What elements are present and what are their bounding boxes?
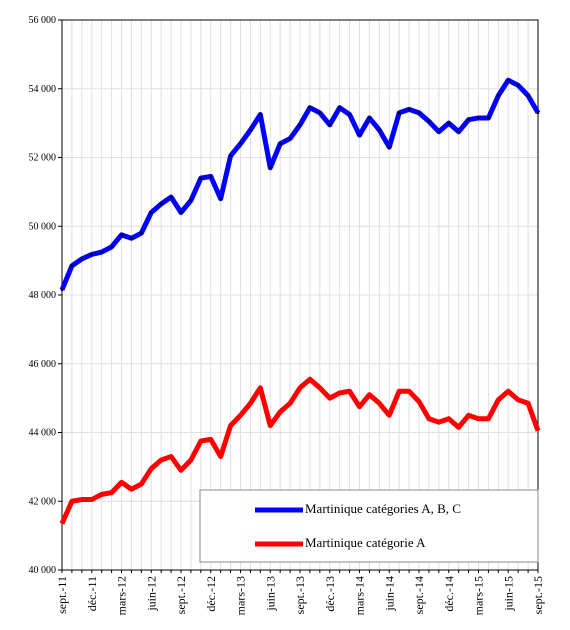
marker xyxy=(526,94,530,97)
x-tick-label: sept.-14 xyxy=(412,576,426,614)
y-tick-label: 40 000 xyxy=(29,565,57,576)
marker xyxy=(378,128,381,132)
legend-label: Martinique catégories A, B, C xyxy=(305,501,461,516)
marker xyxy=(437,130,441,134)
marker xyxy=(308,106,312,109)
marker xyxy=(348,113,351,116)
marker xyxy=(368,116,371,120)
marker xyxy=(239,142,242,146)
marker xyxy=(288,137,292,140)
marker xyxy=(328,123,332,127)
marker xyxy=(467,118,470,121)
marker xyxy=(407,108,411,111)
x-tick-label: mars-15 xyxy=(472,576,486,615)
x-tick-label: sept.-11 xyxy=(55,576,69,614)
marker xyxy=(358,133,361,137)
marker xyxy=(110,245,113,249)
marker xyxy=(427,120,431,123)
x-tick-label: déc.-14 xyxy=(442,576,456,612)
marker xyxy=(100,250,103,254)
marker xyxy=(249,128,252,132)
x-tick-label: mars-13 xyxy=(234,576,248,615)
marker xyxy=(209,175,213,178)
marker xyxy=(199,176,203,180)
x-tick-label: juin-15 xyxy=(501,576,515,612)
x-tick-label: sept.-13 xyxy=(293,576,307,614)
marker xyxy=(229,154,232,158)
line-series xyxy=(59,376,541,525)
y-tick-label: 42 000 xyxy=(29,496,57,507)
marker xyxy=(140,231,143,235)
marker xyxy=(278,142,282,146)
legend-label: Martinique catégorie A xyxy=(305,535,426,550)
marker xyxy=(536,111,540,115)
marker xyxy=(189,199,193,202)
marker xyxy=(70,264,74,268)
x-tick-label: juin-13 xyxy=(263,576,277,612)
y-tick-label: 54 000 xyxy=(29,84,57,95)
marker xyxy=(457,130,460,134)
marker xyxy=(219,197,222,201)
marker xyxy=(397,111,401,115)
x-tick-label: déc.-11 xyxy=(85,576,99,611)
marker xyxy=(179,211,183,214)
marker xyxy=(447,121,451,125)
x-tick-label: sept.-12 xyxy=(174,576,188,614)
x-tick-label: déc.-13 xyxy=(323,576,337,612)
x-tick-label: mars-14 xyxy=(353,576,367,615)
marker xyxy=(120,233,123,237)
marker xyxy=(90,253,94,256)
y-tick-label: 50 000 xyxy=(29,221,57,232)
marker xyxy=(477,116,480,120)
marker xyxy=(338,106,341,109)
marker xyxy=(417,111,421,115)
y-tick-label: 52 000 xyxy=(29,153,57,164)
marker xyxy=(169,195,173,199)
marker xyxy=(487,116,490,120)
x-tick-label: sept.-15 xyxy=(531,576,545,614)
marker xyxy=(259,113,262,116)
legend-box xyxy=(199,489,539,563)
x-tick-label: déc.-12 xyxy=(204,576,218,612)
marker xyxy=(268,166,272,170)
x-tick-label: juin-12 xyxy=(144,576,158,612)
marker xyxy=(516,84,520,87)
marker xyxy=(318,111,322,115)
marker xyxy=(60,288,64,292)
marker xyxy=(506,78,510,82)
y-tick-label: 44 000 xyxy=(29,428,57,439)
x-tick-label: juin-14 xyxy=(382,576,396,612)
marker xyxy=(159,202,163,206)
marker xyxy=(497,94,500,97)
y-tick-label: 56 000 xyxy=(29,15,57,26)
marker xyxy=(298,123,302,127)
x-tick-label: mars-12 xyxy=(115,576,129,615)
y-tick-label: 48 000 xyxy=(29,290,57,301)
marker xyxy=(130,236,133,240)
marker xyxy=(149,211,153,214)
marker xyxy=(80,257,84,261)
y-tick-label: 46 000 xyxy=(29,359,57,370)
marker xyxy=(387,145,391,149)
